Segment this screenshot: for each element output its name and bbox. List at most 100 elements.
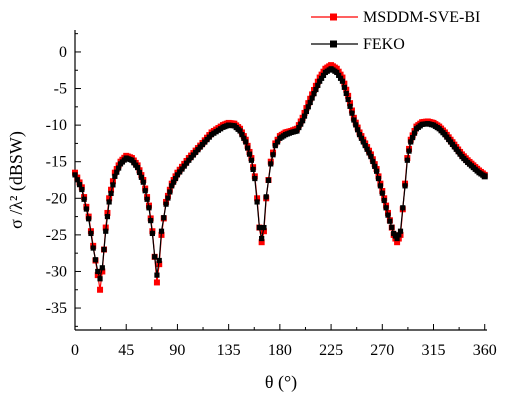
data-point [114, 169, 120, 175]
data-point [339, 78, 346, 84]
data-point [360, 139, 366, 145]
x-tick-label: 225 [319, 342, 343, 359]
data-point [394, 239, 401, 246]
data-point [74, 177, 80, 183]
data-point [334, 69, 340, 76]
data-point [336, 72, 342, 78]
data-point [374, 168, 380, 174]
data-point [355, 127, 361, 133]
data-point [90, 245, 96, 251]
data-point [317, 78, 323, 84]
data-point [79, 186, 85, 193]
data-point [108, 186, 115, 193]
series-line [74, 68, 486, 279]
data-point [318, 75, 325, 81]
y-tick-label: -15 [46, 154, 67, 171]
data-point [396, 232, 402, 238]
x-tick-label: 0 [71, 342, 79, 359]
data-point [387, 218, 393, 224]
data-point [368, 153, 374, 160]
y-tick-label: -30 [46, 263, 67, 280]
data-point [254, 199, 260, 205]
data-point [383, 205, 389, 211]
data-point [83, 206, 89, 212]
data-point [358, 135, 365, 141]
data-point [188, 155, 194, 161]
data-point [95, 268, 101, 275]
data-point [366, 150, 372, 156]
data-point [106, 195, 113, 202]
data-point [165, 195, 171, 201]
data-point [258, 239, 265, 246]
data-point [394, 235, 400, 242]
y-tick-label: -5 [54, 81, 67, 98]
data-point [411, 130, 418, 136]
legend-label: MSDDM-SVE-BI [363, 9, 480, 26]
data-point [402, 183, 408, 189]
data-point [104, 213, 111, 220]
legend-marker [330, 40, 337, 48]
data-point [379, 190, 385, 196]
data-point [177, 169, 183, 175]
data-point [246, 151, 253, 157]
data-point [351, 117, 357, 123]
data-point [252, 175, 258, 182]
data-point [163, 201, 169, 207]
data-point [190, 152, 196, 158]
data-point [303, 108, 310, 115]
axes-layer: 0 45 90 135 180 225 270 315 360 0 -5 -10 -15 -20 -25 -3… [46, 30, 497, 359]
data-point [341, 84, 347, 90]
data-point [169, 183, 175, 189]
data-point [364, 146, 370, 152]
data-point [410, 134, 416, 141]
data-point [153, 279, 160, 286]
data-point [362, 143, 368, 149]
data-point [356, 132, 363, 138]
data-point [112, 173, 118, 179]
data-point [179, 166, 185, 172]
x-axis-title: θ (°) [265, 372, 297, 393]
data-point [315, 82, 321, 88]
data-point [305, 104, 311, 110]
data-point [375, 175, 382, 182]
data-point [307, 99, 313, 106]
data-point [239, 132, 245, 138]
data-point [309, 95, 315, 101]
data-point [272, 143, 278, 149]
data-point [260, 228, 267, 235]
data-point [161, 215, 167, 221]
data-point [186, 157, 192, 163]
data-point [256, 224, 262, 231]
data-point [261, 224, 267, 231]
data-point [72, 172, 78, 178]
data-point [140, 179, 146, 185]
y-tick-label: -20 [46, 190, 67, 207]
x-tick-label: 270 [370, 342, 394, 359]
data-point [389, 224, 395, 230]
data-point [347, 103, 353, 109]
data-point [106, 199, 112, 205]
data-point [171, 179, 177, 185]
data-point [152, 254, 158, 260]
data-point [99, 265, 105, 271]
data-point [381, 197, 387, 204]
x-tick-label: 315 [422, 342, 446, 359]
data-point [347, 100, 354, 107]
data-point [337, 75, 344, 81]
data-point [146, 205, 152, 211]
x-tick-label: 90 [169, 342, 185, 359]
data-point [237, 128, 243, 134]
y-tick-label: -25 [46, 227, 67, 244]
data-point [353, 122, 359, 128]
data-point [181, 163, 187, 169]
data-point [294, 128, 300, 134]
data-point [259, 235, 265, 242]
data-point [263, 194, 269, 200]
data-point [76, 182, 83, 188]
data-point [300, 118, 306, 124]
y-tick-label: -10 [46, 117, 67, 134]
data-point [298, 121, 304, 127]
data-point [134, 164, 141, 171]
data-point [167, 189, 173, 195]
